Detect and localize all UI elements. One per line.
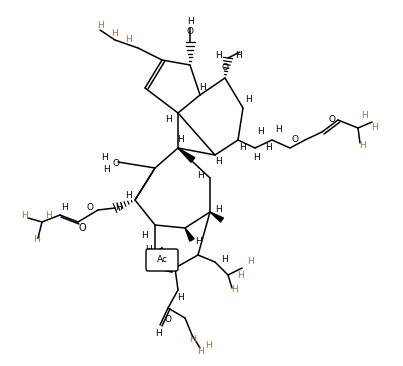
Text: O: O (187, 26, 193, 36)
Text: O: O (222, 63, 229, 72)
Text: H: H (125, 190, 131, 199)
Text: H: H (97, 20, 104, 30)
Text: H: H (197, 171, 204, 179)
Text: H: H (197, 347, 204, 356)
Text: H: H (265, 143, 271, 153)
Polygon shape (178, 148, 195, 163)
Text: H: H (215, 157, 221, 167)
Text: H: H (155, 329, 161, 337)
Text: H: H (114, 202, 121, 212)
Text: H: H (22, 210, 28, 220)
Text: H: H (141, 231, 148, 239)
Text: H: H (257, 127, 264, 137)
Text: H: H (103, 165, 109, 175)
Text: H: H (177, 135, 183, 145)
Text: H: H (237, 270, 243, 280)
Text: H: H (125, 36, 131, 45)
Text: H: H (199, 83, 206, 93)
Text: H: H (195, 238, 202, 246)
Polygon shape (185, 228, 194, 241)
Text: O: O (164, 315, 172, 325)
Text: H: H (189, 336, 195, 344)
Text: H: H (361, 111, 368, 120)
Text: H: H (359, 141, 366, 149)
Text: H: H (253, 153, 260, 163)
FancyBboxPatch shape (146, 249, 178, 271)
Text: H: H (222, 255, 229, 265)
Text: O: O (78, 223, 86, 233)
Text: Ac: Ac (156, 255, 168, 265)
Text: H: H (372, 123, 378, 132)
Text: H: H (247, 258, 253, 266)
Text: O: O (112, 158, 120, 168)
Text: H: H (274, 126, 281, 134)
Text: H: H (245, 96, 251, 105)
Text: H: H (45, 210, 51, 220)
Text: H: H (235, 51, 241, 60)
Text: H: H (205, 340, 212, 350)
Text: H: H (215, 205, 221, 214)
Polygon shape (210, 212, 223, 222)
Text: H: H (33, 235, 39, 244)
Text: H: H (102, 153, 108, 161)
Text: O: O (291, 135, 299, 145)
Text: H: H (215, 51, 221, 60)
Text: H: H (62, 203, 69, 213)
Text: H: H (232, 285, 239, 295)
Text: H: H (177, 294, 183, 303)
Text: O: O (87, 202, 93, 212)
Text: H: H (187, 18, 193, 26)
Text: H: H (112, 29, 118, 37)
Text: H: H (164, 116, 171, 124)
Text: O: O (328, 116, 336, 124)
Text: H: H (239, 143, 245, 153)
Text: H: H (145, 246, 152, 254)
